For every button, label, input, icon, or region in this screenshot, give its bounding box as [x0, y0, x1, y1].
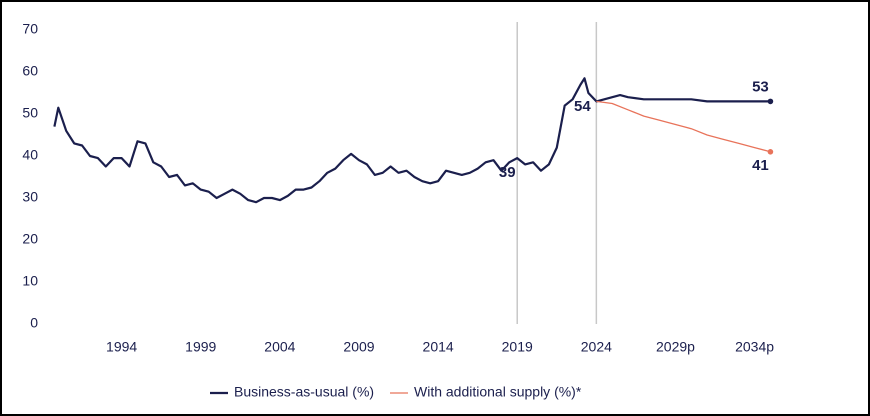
x-tick-label: 2024	[581, 339, 612, 355]
x-tick-label: 2009	[343, 339, 374, 355]
annotation: 53	[752, 78, 769, 95]
annotation: 41	[752, 157, 769, 174]
y-tick-label: 20	[22, 231, 38, 247]
annotation: 39	[499, 164, 516, 181]
end-marker	[767, 98, 774, 105]
annotation: 54	[574, 98, 591, 115]
y-tick-label: 40	[22, 147, 38, 163]
x-tick-label: 2004	[264, 339, 295, 355]
y-tick-label: 70	[22, 21, 38, 37]
legend-label: With additional supply (%)*	[414, 384, 582, 400]
series-line	[596, 100, 771, 153]
y-tick-label: 10	[22, 273, 38, 289]
y-tick-label: 50	[22, 105, 38, 121]
x-tick-label: 2014	[423, 339, 454, 355]
x-tick-label: 2034p	[735, 339, 774, 355]
end-marker	[767, 149, 774, 155]
y-tick-label: 0	[30, 315, 38, 331]
legend-label: Business-as-usual (%)	[234, 384, 374, 400]
y-tick-label: 30	[22, 189, 38, 205]
x-tick-label: 2029p	[656, 339, 695, 355]
x-tick-label: 1999	[185, 339, 216, 355]
series-line	[53, 77, 771, 204]
x-tick-label: 2019	[502, 339, 533, 355]
x-tick-label: 1994	[106, 339, 137, 355]
y-tick-label: 60	[22, 63, 38, 79]
